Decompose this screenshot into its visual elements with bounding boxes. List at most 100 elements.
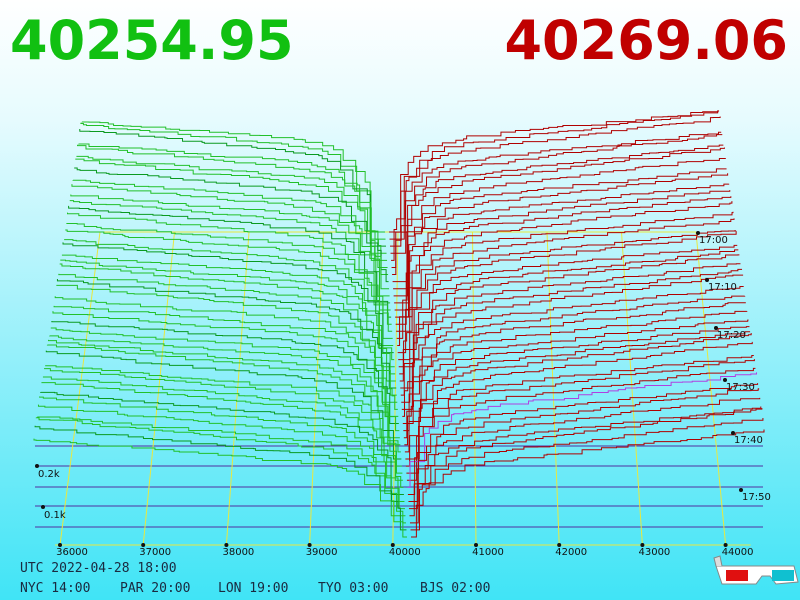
time-tick	[705, 278, 709, 282]
ask-price: 40269.06	[504, 9, 788, 72]
ask-depth-line	[398, 244, 738, 361]
bid-depth-line	[36, 416, 406, 517]
ask-depth-line	[404, 331, 751, 446]
3d-glasses-icon[interactable]	[713, 555, 799, 585]
ask-depth-line	[391, 144, 724, 268]
world-clocks: NYC 14:00 PAR 20:00 LON 19:00 TYO 03:00 BJS …	[20, 581, 490, 596]
ask-depth-line	[406, 359, 755, 474]
bid-depth-line	[56, 279, 397, 389]
city-clock: PAR 20:00	[120, 581, 190, 596]
depth-label: 0.1k	[44, 510, 66, 521]
city-clock: NYC 14:00	[20, 581, 90, 596]
price-tick	[224, 543, 229, 547]
price-label: 39000	[306, 547, 338, 558]
bid-depth-line	[34, 425, 407, 531]
bid-depth-line	[78, 143, 387, 254]
bid-depth-line	[75, 158, 389, 276]
bid-price: 40254.95	[10, 9, 294, 72]
ask-depth-line	[396, 218, 735, 339]
city-clock: TYO 03:00	[318, 581, 388, 596]
ask-depth-line	[399, 254, 740, 375]
ask-depth-line	[401, 285, 744, 403]
price-tick	[307, 543, 312, 547]
ask-depth-line	[397, 230, 736, 346]
bid-depth-line	[45, 365, 402, 467]
bid-depth-line	[58, 273, 396, 382]
ask-depth-line	[389, 110, 720, 240]
bid-depth-line	[54, 296, 398, 403]
ask-depth-line	[394, 183, 730, 304]
ask-depth-line	[393, 168, 727, 290]
price-tick	[141, 543, 146, 547]
price-tick	[58, 543, 62, 547]
ask-depth-line	[407, 372, 758, 488]
ask-depth-line	[393, 173, 729, 297]
price-tick	[640, 543, 645, 547]
ask-depth-line	[402, 302, 746, 417]
bid-depth-line	[64, 239, 394, 346]
price-label: 37000	[139, 547, 171, 558]
ask-depth-line	[403, 319, 749, 432]
utc-clock: UTC 2022-04-28 18:00	[20, 561, 177, 576]
price-label: 36000	[56, 547, 88, 558]
ask-depth-line	[400, 268, 743, 389]
time-tick	[723, 378, 727, 382]
price-grid-line	[472, 231, 477, 546]
ask-depth-line	[392, 147, 725, 276]
ask-depth-line	[411, 429, 765, 538]
bid-depth-line	[49, 335, 400, 439]
bid-depth-line	[53, 305, 398, 410]
bid-depth-line	[65, 229, 393, 339]
ask-depth-line	[392, 157, 726, 283]
price-grid-line	[225, 231, 250, 546]
bid-depth-line	[81, 121, 385, 233]
bid-depth-line	[59, 263, 396, 375]
price-grid-line	[546, 231, 560, 546]
price-grid-line	[142, 231, 175, 546]
ask-depth-line	[405, 354, 754, 467]
bid-depth-line	[66, 212, 392, 325]
city-clock: BJS 02:00	[420, 581, 490, 596]
price-label: 40000	[389, 547, 421, 558]
bid-depth-line	[60, 259, 395, 368]
bid-depth-line	[52, 311, 399, 417]
city-clock: LON 19:00	[218, 581, 288, 596]
bid-depth-line	[45, 350, 402, 460]
depth-label: 0.2k	[38, 469, 60, 480]
price-label: 43000	[638, 547, 670, 558]
time-tick	[739, 488, 743, 492]
ask-depth-line	[409, 406, 762, 517]
ask-depth-line	[399, 263, 741, 382]
time-label: 17:30	[726, 382, 755, 393]
bid-depth-line	[76, 155, 388, 268]
ask-depth-line	[408, 397, 761, 510]
bid-depth-line	[79, 129, 387, 247]
red-lens	[726, 570, 748, 581]
depth-tick	[41, 505, 45, 509]
bid-depth-line	[44, 368, 403, 474]
bid-depth-line	[72, 179, 390, 290]
bid-depth-line	[56, 284, 397, 396]
ask-depth-line	[396, 211, 734, 332]
bid-depth-line	[62, 242, 394, 354]
axis-labels: 36000 37000 38000 39000 40000 41000 42000 43000…	[35, 231, 771, 558]
bid-depth-line	[71, 184, 390, 297]
ask-depth-line	[395, 201, 733, 325]
bid-depth-line	[35, 417, 406, 524]
depth-tick	[35, 464, 39, 468]
ask-depth-line	[398, 249, 739, 368]
bid-depth-line	[46, 344, 401, 453]
time-label: 17:50	[742, 492, 771, 503]
ask-depth-line	[409, 408, 763, 524]
ask-depth-line	[390, 131, 722, 254]
time-label: 17:10	[708, 282, 737, 293]
cyan-lens	[772, 570, 794, 581]
price-label: 41000	[472, 547, 504, 558]
time-label: 17:40	[734, 435, 763, 446]
price-label: 42000	[555, 547, 587, 558]
price-tick	[474, 543, 478, 547]
ask-depth-line	[395, 196, 732, 318]
